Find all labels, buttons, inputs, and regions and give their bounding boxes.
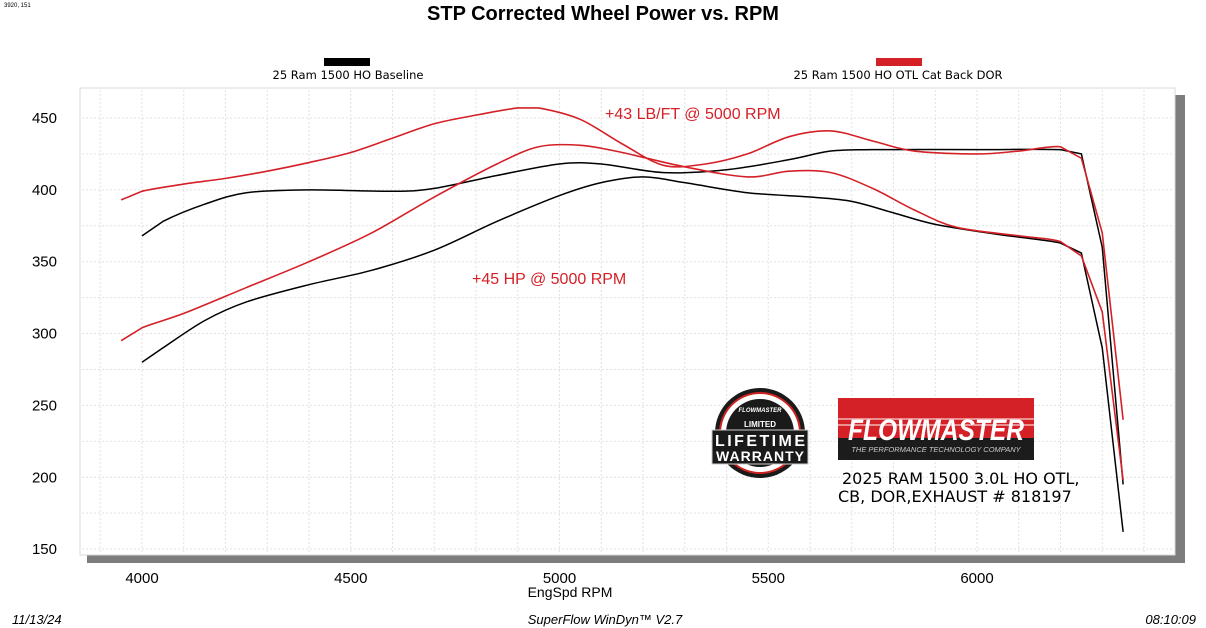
catback-torque-curve bbox=[120, 107, 1124, 420]
baseline-torque-curve bbox=[141, 148, 1124, 485]
y-tick-label: 200 bbox=[32, 469, 57, 486]
frame-shadow-bottom bbox=[87, 555, 1185, 563]
curves bbox=[120, 107, 1124, 532]
caption-line-2: CB, DOR,EXHAUST # 818197 bbox=[838, 487, 1072, 506]
x-tick-label: 4000 bbox=[125, 570, 158, 587]
svg-text:LIFETIME: LIFETIME bbox=[715, 433, 805, 450]
y-tick-label: 150 bbox=[32, 541, 57, 558]
legend-swatch-catback bbox=[876, 58, 922, 66]
x-tick-label: 5000 bbox=[543, 570, 576, 587]
footer-software: SuperFlow WinDyn™ V2.7 bbox=[528, 612, 683, 627]
legend-label-baseline: 25 Ram 1500 HO Baseline bbox=[273, 68, 424, 82]
y-tick-label: 250 bbox=[32, 397, 57, 414]
flowmaster-logo: FLOWMASTER THE PERFORMANCE TECHNOLOGY CO… bbox=[838, 398, 1034, 460]
lifetime-warranty-logo: FLOWMASTER LIMITED LIFETIME WARRANTY bbox=[711, 388, 809, 478]
legend-swatch-baseline bbox=[324, 58, 370, 66]
svg-text:THE PERFORMANCE TECHNOLOGY COM: THE PERFORMANCE TECHNOLOGY COMPANY bbox=[851, 445, 1021, 454]
svg-text:WARRANTY: WARRANTY bbox=[716, 448, 805, 464]
y-tick-label: 400 bbox=[32, 182, 57, 199]
footer-time: 08:10:09 bbox=[1145, 612, 1196, 627]
baseline-hp-curve bbox=[141, 176, 1124, 532]
hp-gain-annotation: +45 HP @ 5000 RPM bbox=[472, 271, 626, 288]
y-tick-label: 350 bbox=[32, 254, 57, 271]
frame-shadow-right bbox=[1175, 95, 1185, 563]
catback-hp-curve bbox=[120, 143, 1124, 481]
x-tick-label: 6000 bbox=[960, 570, 993, 587]
corner-label: 3920, 151 bbox=[4, 3, 31, 9]
axis-ticks: 150 200 250 300 350 400 450 4000 4500 5000 5500 600… bbox=[32, 110, 994, 587]
x-tick-label: 5500 bbox=[752, 570, 785, 587]
torque-gain-annotation: +43 LB/FT @ 5000 RPM bbox=[605, 106, 781, 123]
svg-text:FLOWMASTER: FLOWMASTER bbox=[848, 414, 1024, 447]
x-axis-label: EngSpd RPM bbox=[528, 584, 613, 600]
chart-title: STP Corrected Wheel Power vs. RPM bbox=[427, 3, 779, 25]
caption-line-1: 2025 RAM 1500 3.0L HO OTL, bbox=[842, 469, 1079, 488]
y-tick-label: 450 bbox=[32, 110, 57, 127]
y-tick-label: 300 bbox=[32, 326, 57, 343]
svg-text:LIMITED: LIMITED bbox=[744, 420, 776, 429]
svg-text:FLOWMASTER: FLOWMASTER bbox=[739, 408, 783, 414]
x-tick-label: 4500 bbox=[334, 570, 367, 587]
legend-label-catback: 25 Ram 1500 HO OTL Cat Back DOR bbox=[793, 68, 1002, 82]
footer-date: 11/13/24 bbox=[12, 612, 62, 627]
